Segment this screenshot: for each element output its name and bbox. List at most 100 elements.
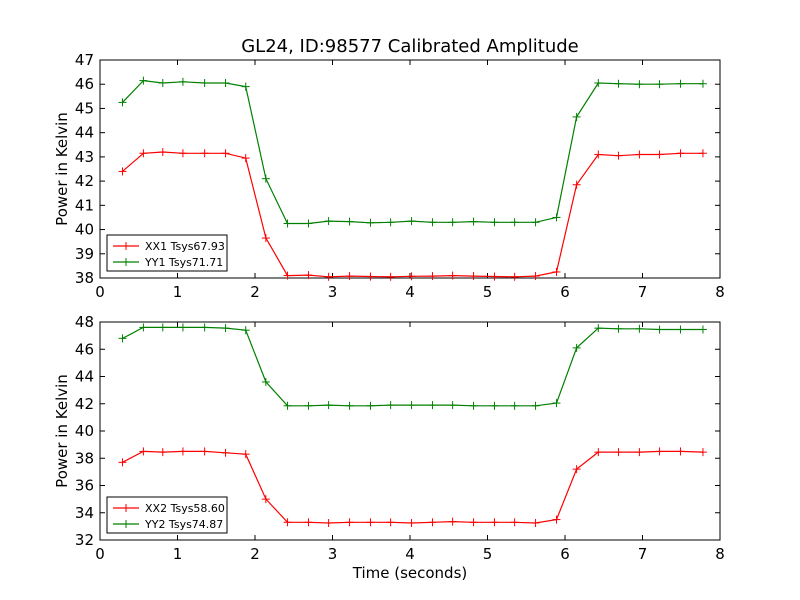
y-tick-label: 38: [75, 269, 94, 287]
y-tick-label: 41: [75, 196, 94, 214]
data-point: [324, 401, 333, 410]
data-point: [614, 79, 623, 88]
data-point: [158, 148, 167, 157]
y-tick-label: 42: [75, 172, 94, 190]
data-point: [448, 218, 457, 227]
data-point: [221, 448, 230, 457]
data-point: [469, 401, 478, 410]
data-point: [572, 343, 581, 352]
x-tick-label: 4: [405, 283, 415, 301]
data-point: [448, 517, 457, 526]
data-point: [448, 271, 457, 280]
y-tick-label: 39: [75, 245, 94, 263]
data-point: [614, 448, 623, 457]
y-tick-label: 45: [75, 99, 94, 117]
data-point: [594, 448, 603, 457]
x-tick-label: 5: [483, 283, 493, 301]
x-tick-label: 1: [173, 283, 183, 301]
data-point: [139, 323, 148, 332]
data-point: [304, 401, 313, 410]
data-point: [407, 272, 416, 281]
x-tick-label: 8: [715, 545, 725, 563]
x-axis-label: Time (seconds): [352, 564, 468, 582]
data-point: [241, 154, 250, 163]
data-point: [118, 98, 127, 107]
data-point: [635, 448, 644, 457]
data-point: [386, 518, 395, 527]
legend-label: YY1 Tsys71.71: [144, 256, 223, 269]
data-point: [366, 518, 375, 527]
y-tick-label: 44: [75, 124, 94, 142]
y-axis-label: Power in Kelvin: [53, 374, 71, 488]
data-point: [469, 518, 478, 527]
y-tick-label: 32: [75, 531, 94, 549]
x-tick-label: 8: [715, 283, 725, 301]
data-point: [178, 149, 187, 158]
legend-label: XX1 Tsys67.93: [145, 240, 225, 253]
data-point: [366, 401, 375, 410]
data-point: [241, 82, 250, 91]
x-tick-label: 4: [405, 545, 415, 563]
data-point: [490, 401, 499, 410]
data-point: [531, 272, 540, 281]
data-point: [200, 447, 209, 456]
x-tick-label: 5: [483, 545, 493, 563]
data-point: [407, 401, 416, 410]
data-point: [428, 518, 437, 527]
x-tick-label: 3: [328, 283, 338, 301]
legend-label: YY2 Tsys74.87: [144, 518, 223, 531]
data-point: [698, 325, 707, 334]
data-point: [304, 271, 313, 280]
data-point: [572, 180, 581, 189]
data-point: [178, 77, 187, 86]
y-tick-label: 47: [75, 51, 94, 69]
data-point: [345, 217, 354, 226]
data-point: [386, 401, 395, 410]
data-point: [304, 518, 313, 527]
data-point: [178, 323, 187, 332]
x-tick-label: 1: [173, 545, 183, 563]
data-point: [572, 112, 581, 121]
legend-box: [106, 234, 228, 272]
data-point: [200, 149, 209, 158]
data-point: [428, 218, 437, 227]
x-tick-label: 2: [250, 283, 260, 301]
data-point: [241, 450, 250, 459]
data-point: [655, 325, 664, 334]
data-point: [469, 272, 478, 281]
data-point: [200, 79, 209, 88]
data-point: [178, 447, 187, 456]
x-tick-label: 3: [328, 545, 338, 563]
data-point: [635, 324, 644, 333]
data-point: [139, 76, 148, 85]
x-tick-label: 7: [638, 545, 648, 563]
data-point: [655, 447, 664, 456]
data-point: [635, 80, 644, 89]
legend-box: [106, 496, 228, 534]
y-tick-label: 46: [75, 75, 94, 93]
data-point: [552, 213, 561, 222]
y-tick-label: 38: [75, 449, 94, 467]
y-axis-label: Power in Kelvin: [53, 112, 71, 226]
data-point: [407, 518, 416, 527]
data-point: [510, 272, 519, 281]
data-point: [139, 447, 148, 456]
data-point: [594, 79, 603, 88]
data-point: [572, 465, 581, 474]
y-tick-label: 42: [75, 395, 94, 413]
data-point: [635, 150, 644, 159]
y-tick-label: 43: [75, 148, 94, 166]
data-point: [614, 324, 623, 333]
data-point: [531, 218, 540, 227]
data-point: [118, 167, 127, 176]
data-point: [118, 458, 127, 467]
data-point: [510, 218, 519, 227]
data-point: [366, 272, 375, 281]
data-point: [510, 518, 519, 527]
y-tick-label: 48: [75, 313, 94, 331]
x-tick-label: 7: [638, 283, 648, 301]
data-point: [698, 149, 707, 158]
y-tick-label: 34: [75, 504, 94, 522]
